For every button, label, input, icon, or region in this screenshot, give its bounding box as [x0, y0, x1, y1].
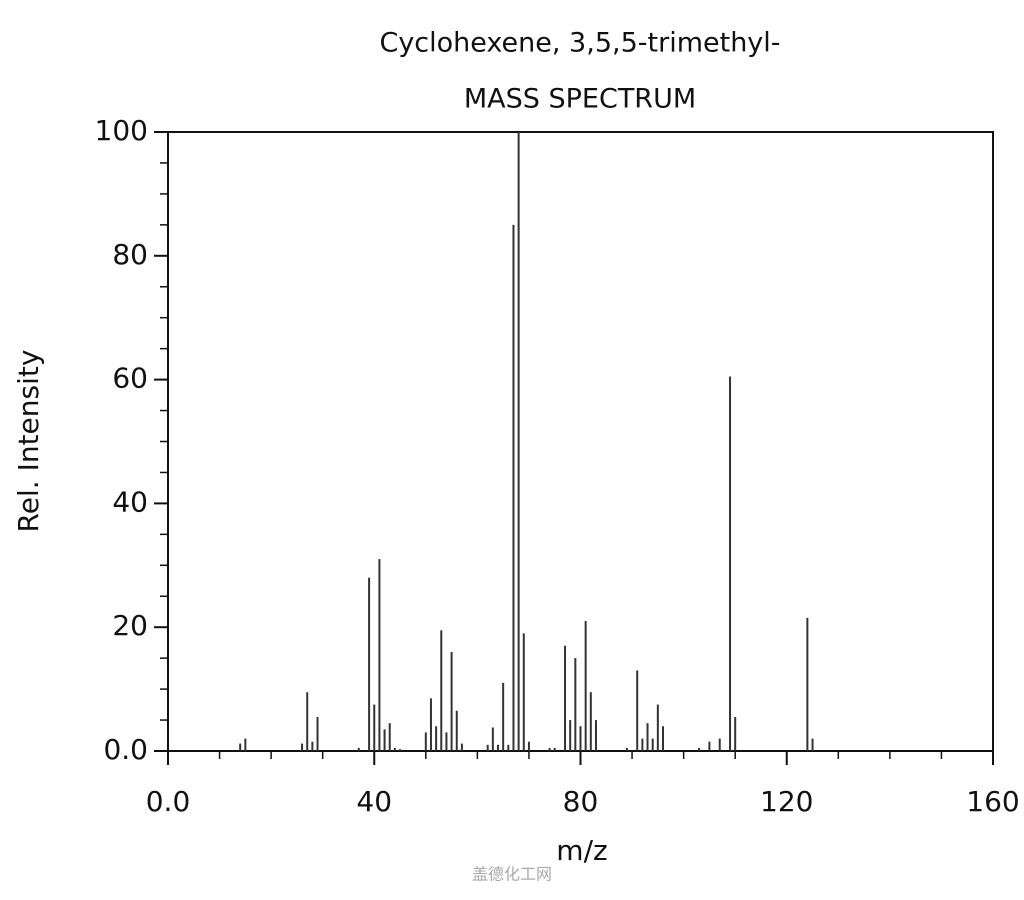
x-tick-label: 40 — [356, 785, 392, 818]
y-tick-label: 40 — [112, 485, 148, 518]
x-tick-label: 0.0 — [146, 785, 191, 818]
y-tick-label: 80 — [112, 238, 148, 271]
chart-title: Cyclohexene, 3,5,5-trimethyl- — [379, 28, 780, 59]
x-tick-label: 80 — [563, 785, 599, 818]
x-tick-label: 160 — [966, 785, 1019, 818]
y-tick-label: 20 — [112, 609, 148, 642]
y-axis-label: Rel. Intensity — [12, 350, 45, 533]
chart-subtitle: MASS SPECTRUM — [464, 84, 696, 115]
y-tick-label: 60 — [112, 362, 148, 395]
x-tick-label: 120 — [760, 785, 813, 818]
y-tick-label: 0.0 — [103, 733, 148, 766]
watermark: 盖德化工网 — [472, 865, 552, 884]
x-axis-label: m/z — [556, 834, 607, 867]
plot-frame — [167, 131, 994, 752]
y-tick-label: 100 — [95, 114, 148, 147]
